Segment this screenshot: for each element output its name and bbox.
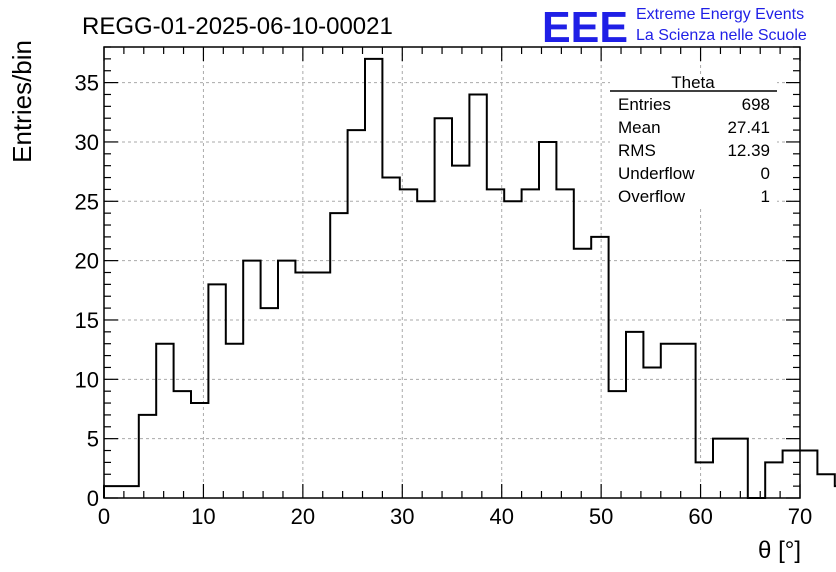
x-tick-label: 60 — [688, 504, 712, 529]
histogram-bin — [609, 391, 626, 498]
stats-label-rms: RMS — [618, 141, 656, 160]
histogram-series — [103, 57, 836, 499]
histogram-bin — [139, 415, 156, 498]
x-tick-label: 20 — [291, 504, 315, 529]
histogram-bin — [365, 59, 382, 498]
histogram-bin — [574, 249, 591, 498]
x-tick-label: 70 — [788, 504, 812, 529]
histogram-bin — [556, 189, 573, 498]
histogram-bin — [713, 439, 730, 498]
histogram-bin — [817, 474, 834, 498]
y-tick-label: 5 — [87, 427, 99, 452]
x-tick-label: 0 — [98, 504, 110, 529]
histogram-bin — [643, 367, 660, 498]
x-tick-label: 40 — [489, 504, 513, 529]
x-tick-label: 10 — [191, 504, 215, 529]
stats-box-background — [610, 76, 777, 206]
histogram-bin — [156, 344, 173, 498]
stats-label-mean: Mean — [618, 118, 661, 137]
stats-value-rms: 12.39 — [727, 141, 770, 160]
stats-value-mean: 27.41 — [727, 118, 770, 137]
stats-label-underflow: Underflow — [618, 164, 695, 183]
histogram-bin — [330, 213, 347, 498]
histogram-bin — [243, 261, 260, 498]
histogram-bin — [678, 344, 695, 498]
axis-ticks — [103, 46, 801, 499]
histogram-bin — [348, 130, 365, 498]
stats-value-underflow: 0 — [761, 164, 770, 183]
histogram-bin — [504, 201, 521, 498]
histogram-bin — [382, 178, 399, 498]
histogram-bin — [626, 332, 643, 498]
histogram-bin — [591, 237, 608, 498]
run-title: REGG-01-2025-06-10-00021 — [82, 13, 393, 40]
x-axis-label: θ [°] — [758, 537, 801, 564]
histogram-bin — [295, 273, 312, 499]
org-name-line2: La Scienza nelle Scuole — [636, 27, 807, 44]
y-tick-label: 10 — [75, 367, 99, 392]
histogram-bin — [278, 261, 295, 498]
histogram-bin — [452, 166, 469, 498]
org-name-line1: Extreme Energy Events — [636, 6, 804, 23]
eee-logo: EEE — [542, 3, 628, 52]
histogram-bin — [522, 189, 539, 498]
y-tick-label: 0 — [87, 486, 99, 511]
x-tick-label: 50 — [589, 504, 613, 529]
histogram-outline — [103, 57, 836, 499]
histogram-bin — [313, 273, 330, 499]
histogram-bin — [261, 308, 278, 498]
histogram-bin — [208, 284, 225, 498]
stats-label-overflow: Overflow — [618, 187, 686, 206]
stats-title: Theta — [671, 73, 715, 92]
histogram-bin — [435, 118, 452, 498]
histogram-bin — [487, 189, 504, 498]
histogram-bin — [191, 403, 208, 498]
histogram-bin — [539, 142, 556, 498]
histogram-bin — [730, 439, 747, 498]
histogram-bin — [400, 189, 417, 498]
y-tick-label: 25 — [75, 189, 99, 214]
stats-box: Theta Entries 698 Mean 27.41 RMS 12.39 U… — [610, 73, 777, 206]
y-tick-label: 30 — [75, 130, 99, 155]
histogram-bin — [469, 94, 486, 498]
y-axis-label: Entries/bin — [7, 40, 37, 163]
stats-value-entries: 698 — [742, 95, 770, 114]
y-tick-label: 35 — [75, 71, 99, 96]
histogram-bin — [104, 486, 121, 498]
x-tick-label: 30 — [390, 504, 414, 529]
stats-value-overflow: 1 — [761, 187, 770, 206]
histogram-bin — [661, 344, 678, 498]
stats-label-entries: Entries — [618, 95, 671, 114]
histogram-bin — [226, 344, 243, 498]
histogram-bin — [417, 201, 434, 498]
histogram-bin — [800, 451, 817, 498]
y-tick-label: 15 — [75, 308, 99, 333]
histogram-bin — [696, 462, 713, 498]
histogram-bin — [174, 391, 191, 498]
y-tick-label: 20 — [75, 249, 99, 274]
